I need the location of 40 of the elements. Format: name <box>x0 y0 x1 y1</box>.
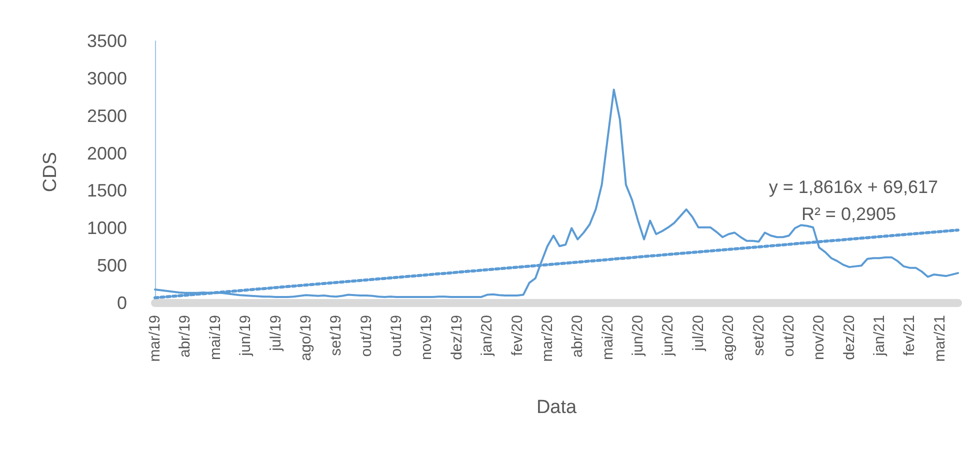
x-tick-label: jan/20 <box>478 315 496 357</box>
y-tick-label: 2500 <box>86 106 127 126</box>
y-tick-label: 3000 <box>86 68 127 88</box>
x-tick-label: mai/19 <box>206 315 224 360</box>
x-tick-label: abr/20 <box>569 315 586 358</box>
y-tick-label: 500 <box>96 256 127 276</box>
x-tick-label: nov/20 <box>810 315 828 360</box>
x-tick-label: set/20 <box>750 315 768 356</box>
x-tick-label: jul/19 <box>267 315 284 352</box>
x-tick-label: mar/21 <box>931 315 948 362</box>
x-tick-label: fev/20 <box>508 315 526 356</box>
y-tick-label: 1500 <box>86 180 127 201</box>
x-tick-label: nov/19 <box>418 315 436 360</box>
x-tick-label: mar/20 <box>538 315 556 362</box>
x-tick-label: out/20 <box>780 315 798 357</box>
y-tick-label: 0 <box>116 293 127 313</box>
x-tick-label: set/19 <box>328 315 345 356</box>
x-tick-label: fev/21 <box>901 315 918 356</box>
line-series <box>154 88 959 298</box>
x-tick-label: jun/20 <box>630 315 647 357</box>
y-tick-label: 3500 <box>86 31 127 51</box>
x-tick-label: abr/19 <box>176 315 194 358</box>
y-axis-title: CDS <box>40 152 61 192</box>
annotation: R² = 0,2905 <box>801 204 896 224</box>
x-tick-label: mai/20 <box>599 315 616 360</box>
y-tick-label: 2000 <box>86 143 127 164</box>
x-tick-label: jun/19 <box>237 315 254 357</box>
y-tick-label: 1000 <box>86 218 127 238</box>
x-tick-label: jul/20 <box>690 315 707 352</box>
x-tick-label: jun/20 <box>660 315 677 357</box>
x-tick-label: mar/19 <box>146 315 164 362</box>
x-axis-title: Data <box>536 397 577 418</box>
x-tick-label: out/19 <box>358 315 375 357</box>
x-tick-label: jan/21 <box>871 315 888 357</box>
x-tick-label: dez/20 <box>840 315 858 360</box>
x-tick-label: ago/20 <box>720 315 738 361</box>
annotation: y = 1,8616x + 69,617 <box>768 177 938 197</box>
x-tick-label: ago/19 <box>297 315 314 361</box>
x-tick-label: out/19 <box>388 315 406 357</box>
x-tick-label: dez/19 <box>448 315 466 360</box>
